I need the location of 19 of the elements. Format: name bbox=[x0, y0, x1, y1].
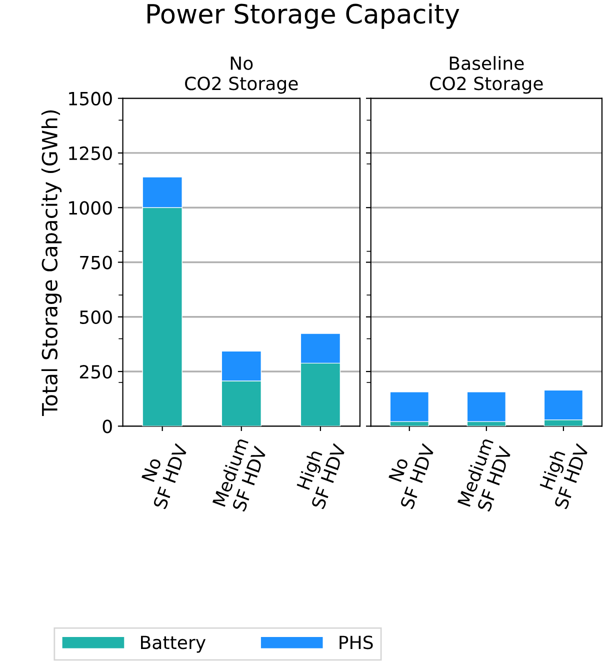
y-tick-label: 500 bbox=[80, 310, 112, 324]
legend-label: Battery bbox=[141, 636, 206, 653]
y-tick-label: 250 bbox=[80, 364, 112, 379]
y-axis-title: Total Storage Capacity (GWh) bbox=[41, 110, 62, 416]
y-tick-label: 0 bbox=[102, 420, 112, 434]
y-tick-label: 1000 bbox=[69, 201, 112, 215]
y-tick-label: 1500 bbox=[69, 92, 112, 106]
x-tick-label: No SF HDV bbox=[142, 443, 188, 510]
y-tick-label: 1250 bbox=[69, 146, 112, 160]
x-tick-label: No SF HDV bbox=[388, 443, 436, 510]
bar bbox=[390, 391, 429, 422]
chart-subtitle: No CO2 Storage bbox=[185, 56, 298, 94]
chart-title: Power Storage Capacity bbox=[148, 3, 460, 29]
legend-label: PHS bbox=[340, 636, 373, 650]
y-tick-label: 750 bbox=[80, 256, 112, 270]
x-tick-label: High SF HDV bbox=[296, 443, 346, 510]
chart-subtitle: Baseline CO2 Storage bbox=[430, 56, 543, 94]
x-tick-label: High SF HDV bbox=[539, 443, 590, 510]
bar bbox=[466, 391, 506, 422]
